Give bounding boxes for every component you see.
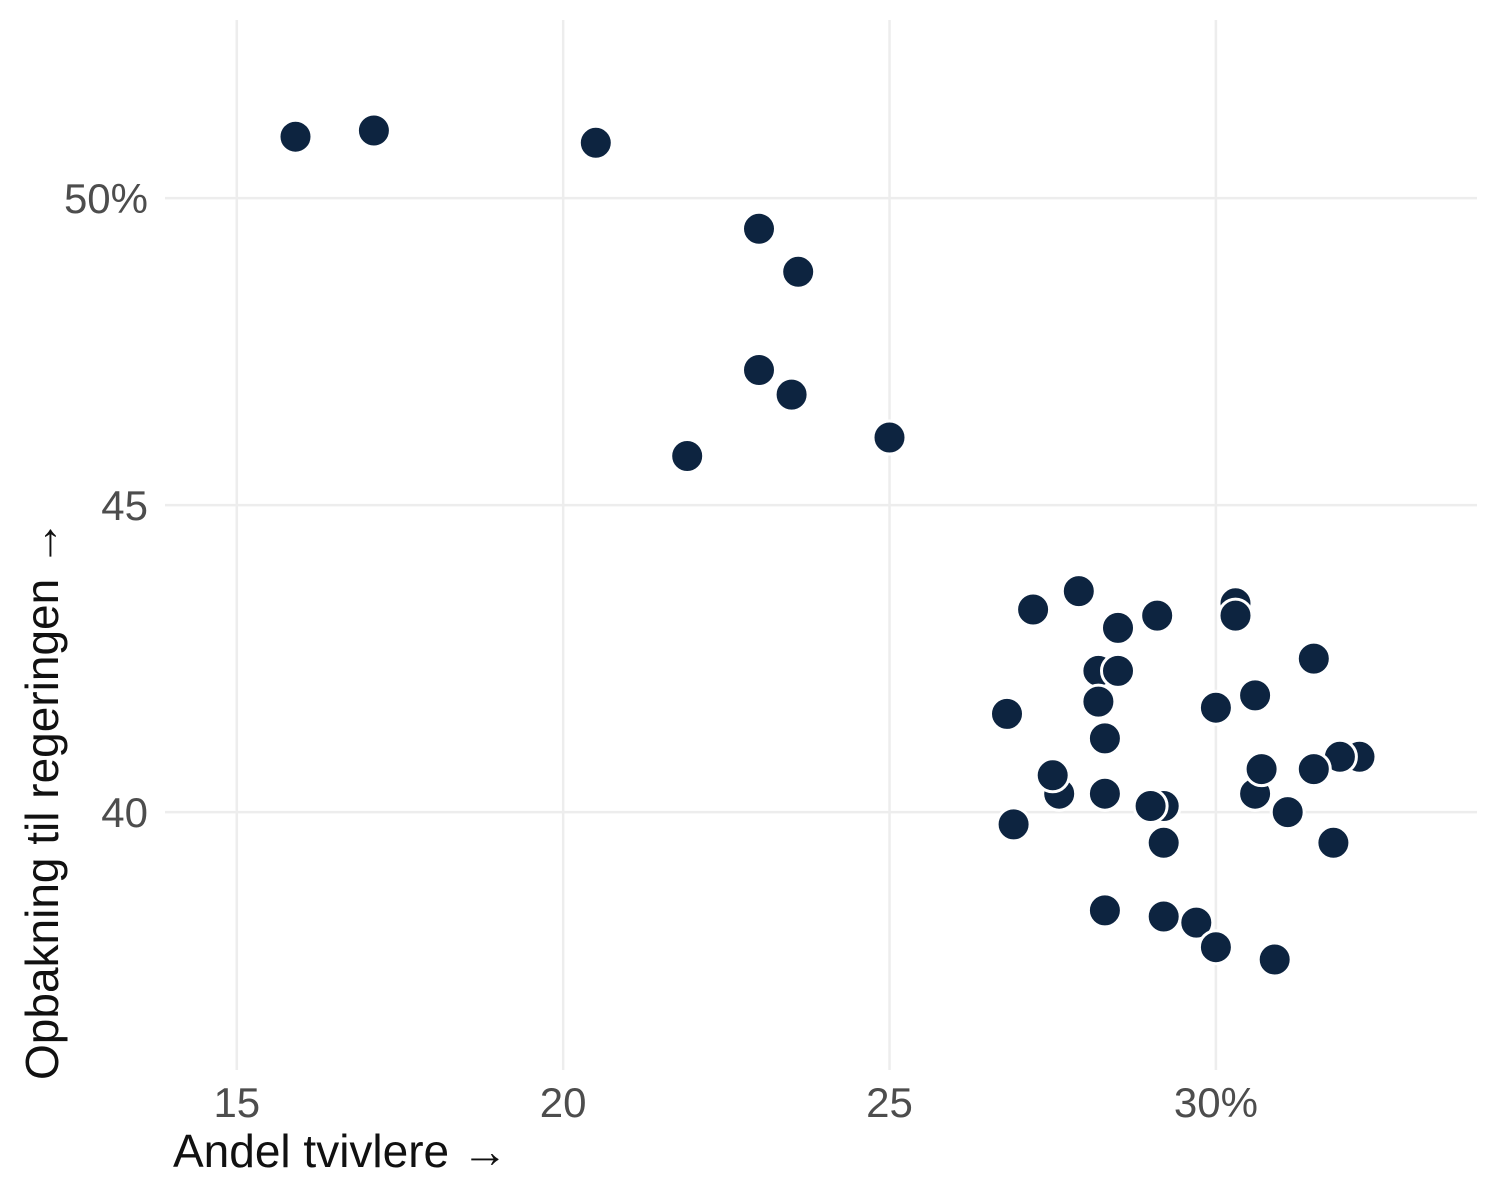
y-tick-label: 50%	[64, 175, 148, 222]
data-point	[1145, 824, 1182, 861]
data-point	[1060, 573, 1097, 610]
y-axis-title: Opbakning til regeringen →	[16, 520, 68, 1080]
data-point	[1086, 720, 1123, 757]
data-point	[773, 376, 810, 413]
data-point	[741, 210, 777, 247]
data-point	[741, 352, 777, 388]
data-point	[1243, 751, 1280, 788]
x-tick-label: 30%	[1174, 1079, 1258, 1126]
data-point	[1132, 788, 1169, 824]
data-point	[1100, 652, 1136, 689]
data-point	[669, 438, 706, 474]
data-point	[577, 124, 614, 161]
data-point	[995, 806, 1032, 843]
data-point	[1178, 904, 1215, 941]
data-point	[1139, 597, 1176, 634]
x-axis-title: Andel tvivlere →	[173, 1125, 508, 1177]
data-point	[277, 118, 314, 155]
x-tick-label: 20	[540, 1079, 587, 1126]
data-point	[1197, 689, 1234, 726]
axis-tick-labels: 15 20 25 30% 40 45 50%	[64, 175, 1258, 1126]
gridlines	[165, 20, 1477, 1070]
data-point	[1086, 775, 1123, 812]
data-point	[1015, 591, 1052, 628]
data-point	[1315, 824, 1352, 861]
data-point	[989, 695, 1025, 732]
y-tick-label: 45	[101, 482, 148, 529]
x-tick-label: 25	[866, 1079, 913, 1126]
data-point	[1034, 757, 1071, 794]
data-point	[871, 419, 908, 456]
data-points	[277, 112, 1378, 978]
data-point	[1217, 597, 1254, 634]
y-tick-label: 40	[101, 789, 148, 836]
data-point	[1237, 677, 1274, 714]
data-point	[355, 112, 392, 149]
data-point	[1197, 929, 1234, 966]
data-point	[1145, 898, 1182, 935]
data-point	[1295, 640, 1332, 677]
data-point	[1080, 683, 1117, 720]
data-point	[1100, 609, 1136, 646]
x-tick-label: 15	[213, 1079, 260, 1126]
data-point	[1295, 751, 1332, 788]
data-point	[780, 253, 817, 290]
data-point	[1269, 794, 1306, 831]
data-point	[1256, 941, 1293, 978]
data-point	[1086, 892, 1123, 929]
